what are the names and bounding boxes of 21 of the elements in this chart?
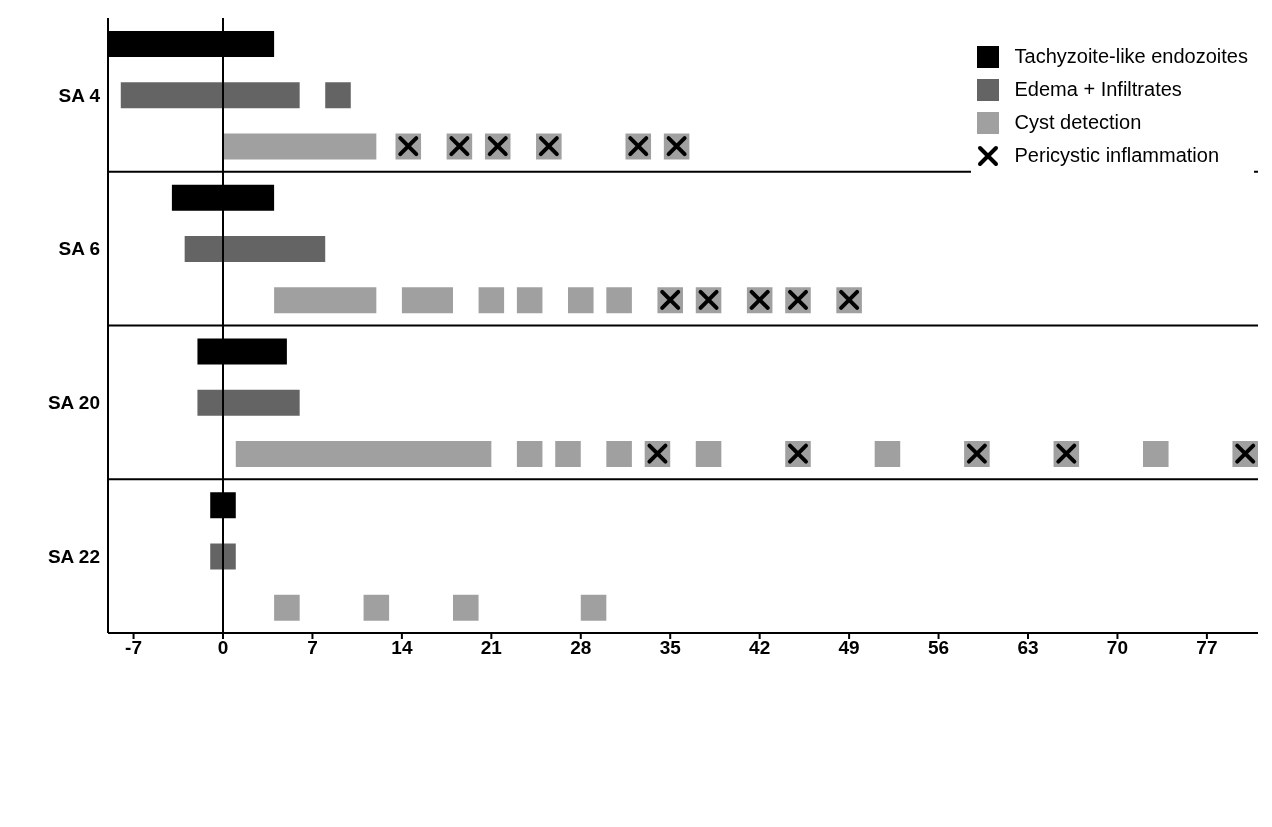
x-tick-label: 70: [1106, 637, 1129, 659]
x-tick-label: 77: [1196, 637, 1218, 659]
y-tick-label: SA 6: [58, 238, 100, 260]
y-tick-label: SA 4: [58, 84, 101, 106]
x-tick-label: 0: [217, 637, 229, 659]
legend-label: Tachyzoite-like endozoites: [1014, 45, 1248, 68]
x-tick-label: 42: [749, 637, 771, 659]
x-tick-label: 35: [659, 637, 682, 659]
x-tick-label: 56: [927, 637, 950, 659]
x-tick-label: 21: [480, 637, 503, 659]
legend-label: Cyst detection: [1014, 111, 1142, 134]
x-tick-label: 49: [838, 637, 860, 659]
x-tick-label: 14: [391, 637, 413, 659]
x-tick-label: 7: [307, 637, 318, 659]
x-tick-label: 63: [1017, 637, 1039, 659]
y-tick-label: SA 22: [47, 545, 100, 567]
legend-label: Pericystic inflammation: [1014, 144, 1220, 167]
x-tick-label: -7: [125, 637, 143, 659]
x-tick-label: 28: [570, 637, 592, 659]
legend-label: Edema + Infiltrates: [1014, 78, 1182, 101]
y-tick-label: SA 20: [47, 392, 100, 414]
